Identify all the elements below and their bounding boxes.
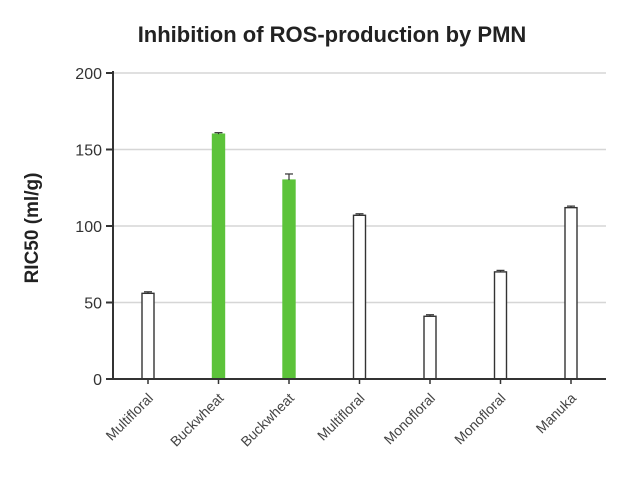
category-label: Manuka [533, 390, 580, 437]
axes [112, 71, 606, 384]
category-labels: Multifloral Buckwheat Buckwheat Multifloral… [102, 390, 579, 450]
y-tick-label: 0 [93, 372, 102, 389]
chart-title: Inhibition of ROS-production by PMN [138, 22, 527, 47]
category-label: Monofloral [381, 390, 439, 448]
bar [352, 214, 367, 380]
bar [282, 179, 296, 380]
y-tick-label: 50 [84, 296, 102, 313]
category-label: Buckwheat [167, 390, 227, 450]
category-label: Multifloral [102, 390, 156, 444]
category-label: Buckwheat [237, 390, 297, 450]
bar [423, 315, 437, 380]
y-axis-label: RIC50 (ml/g) [22, 173, 43, 284]
bar [564, 206, 578, 380]
y-axis-ticks: 0 50 100 150 200 [75, 66, 113, 389]
y-tick-label: 150 [75, 143, 102, 160]
category-label: Monofloral [451, 390, 509, 448]
y-tick-label: 100 [75, 219, 102, 236]
bars [141, 132, 578, 380]
bar [493, 271, 508, 380]
bar [141, 292, 155, 380]
bar [211, 133, 226, 380]
category-label: Multifloral [314, 390, 368, 444]
y-tick-label: 200 [75, 66, 102, 83]
